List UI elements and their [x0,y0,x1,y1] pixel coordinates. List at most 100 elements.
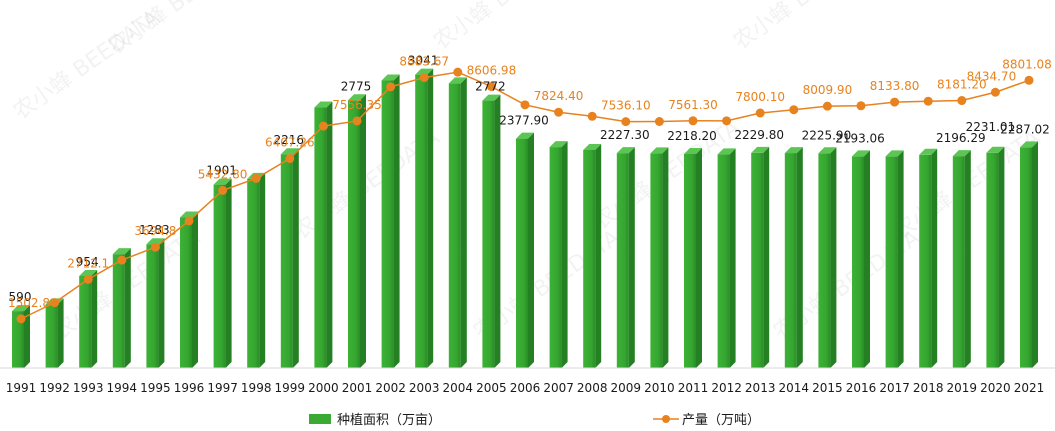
x-tick-2011: 2011 [678,381,709,395]
production-label-2003: 8883.67 [399,55,449,69]
bar-top-2014 [784,147,803,154]
bar-side-2011 [696,148,702,368]
production-point-1992 [50,298,60,308]
production-label-2005: 8606.98 [467,64,517,78]
bar-side-2020 [998,146,1005,368]
bar-1999 [280,154,293,368]
bar-side-1996 [192,211,198,368]
x-tick-2004: 2004 [443,381,474,395]
production-label-1995: 3694.8 [134,224,176,238]
bar-side-1999 [292,148,299,368]
area-label-2013: 2229.80 [734,128,784,142]
x-tick-2001: 2001 [342,381,373,395]
production-label-2009: 7536.10 [601,99,651,113]
legend-area-swatch [309,414,331,424]
x-tick-1999: 1999 [275,381,306,395]
bar-2001 [348,100,360,368]
bar-2012 [717,154,730,368]
bar-1997 [213,184,226,368]
x-tick-1996: 1996 [174,381,205,395]
area-label-1995: 1283 [139,223,170,237]
bar-top-1991 [12,305,30,312]
watermark-text: 农小蜂 BEEDATA [729,0,885,55]
bar-side-2017 [897,150,904,368]
area-label-2009: 2227.30 [600,128,650,142]
x-tick-2015: 2015 [812,381,843,395]
bar-top-2018 [919,148,938,155]
x-tick-2014: 2014 [779,381,810,395]
bar-side-2009 [628,147,635,368]
bar-top-2011 [684,148,702,155]
production-point-2006 [520,100,530,110]
legend-production-label: 产量（万吨） [682,413,760,428]
bar-top-2007 [549,141,568,148]
area-label-2021: 2287.02 [1000,122,1050,136]
bar-top-2017 [885,150,904,157]
bar-2007 [549,147,562,368]
x-tick-2021: 2021 [1014,381,1045,395]
bar-top-2013 [751,146,770,153]
area-label-2003: 3041 [408,54,439,68]
area-label-1999: 2216 [274,133,305,147]
bar-top-1997 [213,178,232,185]
x-tick-2000: 2000 [308,381,339,395]
bar-top-1993 [79,269,98,276]
bar-2016 [852,156,864,368]
production-label-2017: 8133.80 [870,79,920,93]
production-point-2009 [621,117,631,127]
bar-side-2013 [763,146,770,368]
production-point-2010 [654,117,664,126]
bar-2014 [784,153,797,368]
area-label-2005: 2772 [475,80,506,94]
bar-side-2007 [561,141,568,368]
bar-top-1994 [112,248,131,255]
bar-1998 [247,178,260,368]
legend-area-label: 种植面积（万亩） [337,412,441,428]
bar-top-2006 [516,132,534,139]
production-label-1999: 6407.26 [265,136,315,150]
bar-side-2001 [360,94,366,368]
bar-2010 [650,153,663,368]
production-point-2003 [419,73,429,83]
bar-top-1999 [280,148,299,155]
production-point-1997 [218,185,228,195]
legend: 种植面积（万亩） 产量（万吨） [309,412,760,428]
bar-side-1995 [158,238,165,368]
production-point-1991 [16,314,26,324]
bar-2004 [448,83,461,368]
x-tick-2006: 2006 [510,381,541,395]
bar-side-2014 [796,147,803,368]
bars [12,68,1038,369]
bar-2011 [684,154,696,368]
bar-top-2010 [650,147,669,154]
production-point-2005 [486,82,496,92]
area-label-1993: 954 [76,255,99,269]
production-point-1996 [184,216,194,226]
bar-side-2015 [830,147,837,368]
bar-2017 [885,156,898,368]
bar-side-1997 [225,178,232,368]
production-labels: 1502.8 2712.1 3694.8 5432.80 6407.26 7556.35 8… [8,55,1052,310]
bar-2002 [381,80,394,369]
bar-1994 [112,254,125,368]
bar-2019 [952,156,965,368]
bar-top-1995 [146,238,165,245]
bar-top-2004 [448,77,467,84]
bar-side-2019 [964,150,971,368]
production-point-1998 [251,173,261,183]
production-point-2015 [822,101,832,111]
bar-1991 [12,311,24,368]
x-tick-1997: 1997 [207,381,238,395]
bar-side-1993 [91,269,98,368]
production-label-2020: 8434.70 [967,69,1017,83]
production-point-2020 [990,87,1000,97]
x-tick-2009: 2009 [611,381,642,395]
bar-top-2012 [717,148,736,155]
x-tick-1998: 1998 [241,381,272,395]
production-point-2007 [554,107,564,117]
bar-2005 [482,100,495,368]
bar-side-2006 [528,132,534,368]
bar-top-2002 [381,74,400,81]
bar-top-2008 [583,143,602,150]
